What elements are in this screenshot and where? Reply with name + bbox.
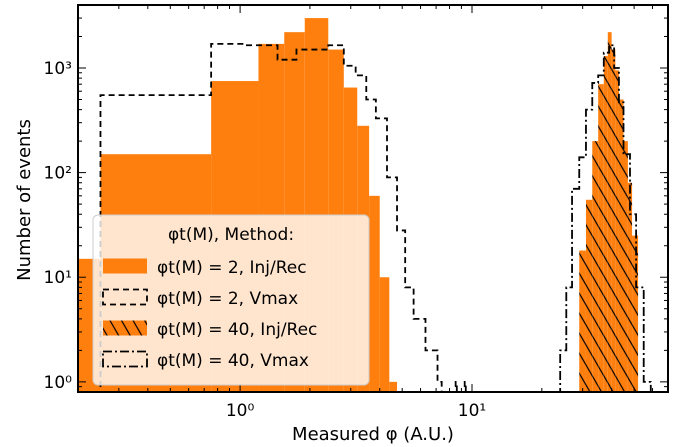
legend-swatch	[103, 258, 147, 274]
histogram-bar	[598, 84, 604, 392]
series-4	[559, 44, 652, 392]
histogram-bar	[615, 70, 619, 392]
y-tick-label: 10¹	[44, 268, 72, 288]
histogram-bar	[607, 32, 612, 392]
y-tick-label: 10²	[44, 164, 72, 184]
histogram-bar	[623, 141, 628, 392]
series-3	[579, 32, 639, 392]
histogram-step-line	[454, 380, 458, 392]
legend-swatch	[102, 350, 148, 368]
histogram-bar	[369, 195, 380, 392]
histogram-step-line	[463, 380, 467, 392]
legend-title: φt(M), Method:	[168, 225, 294, 245]
histogram-step-line	[99, 42, 443, 392]
y-tick-label: 10³	[44, 59, 72, 79]
x-axis-label: Measured φ (A.U.)	[292, 424, 454, 445]
histogram-bar	[618, 99, 624, 392]
plot-frame	[77, 4, 669, 393]
legend-box	[92, 214, 370, 386]
histogram-bar	[389, 381, 398, 392]
legend-entry-label: φt(M) = 40, Vmax	[157, 351, 309, 371]
histogram-bar	[611, 49, 616, 392]
legend-entry-label: φt(M) = 2, Inj/Rec	[157, 258, 307, 278]
legend-swatch	[102, 288, 148, 306]
legend-entry-label: φt(M) = 2, Vmax	[157, 289, 298, 309]
histogram-bar	[603, 56, 608, 392]
legend: φt(M), Method: φt(M) = 2, Inj/Rec φt(M) = …	[92, 214, 370, 386]
histogram-bar	[379, 277, 390, 392]
histogram-bar	[585, 199, 593, 392]
histogram-bar	[579, 250, 586, 392]
axes: 10⁰ 10¹ 10⁰ 10¹ 10² 10³	[44, 4, 669, 421]
y-tick-label: 10⁰	[44, 373, 73, 393]
histogram-bar	[632, 235, 639, 392]
legend-entry-label: φt(M) = 40, Inj/Rec	[157, 320, 317, 340]
histogram-bar	[592, 141, 599, 392]
y-axis-label: Number of events	[14, 119, 35, 281]
x-tick-label: 10¹	[458, 401, 486, 421]
legend-swatch	[103, 320, 147, 336]
x-tick-label: 10⁰	[226, 401, 255, 421]
series-2	[99, 42, 467, 392]
histogram-step-line	[559, 44, 652, 392]
histogram-bar	[627, 182, 633, 392]
